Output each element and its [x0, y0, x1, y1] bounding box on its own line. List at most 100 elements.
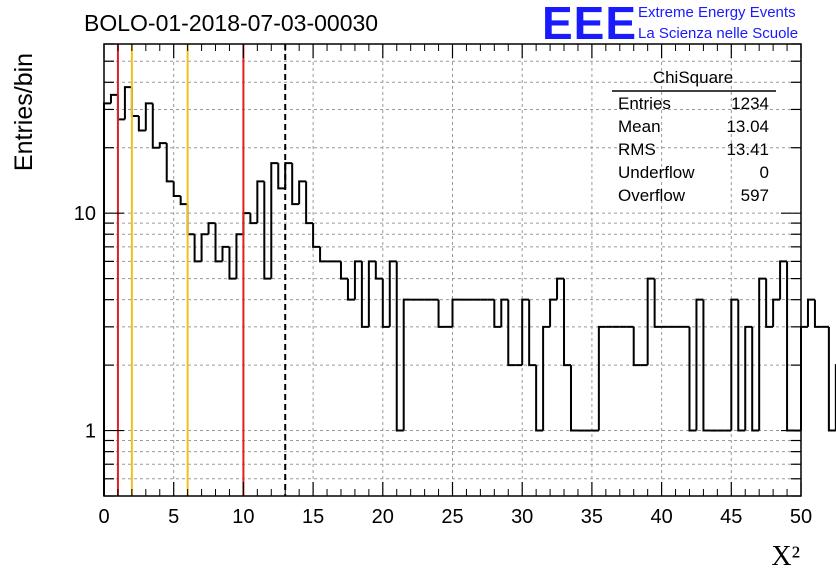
- eee-logo: EEE: [542, 0, 638, 49]
- histogram-bin: [346, 278, 355, 301]
- histogram-bin: [200, 233, 209, 262]
- x-tick-label: 30: [511, 506, 533, 528]
- y-axis-title: Entries/bin: [10, 53, 38, 171]
- stats-label: RMS: [618, 140, 656, 159]
- histogram-bin: [130, 87, 139, 117]
- histogram-bin: [779, 260, 788, 300]
- x-tick-label: 35: [581, 506, 603, 528]
- histogram-bin: [535, 365, 544, 432]
- histogram-bin: [165, 143, 174, 183]
- histogram-bin: [277, 163, 286, 190]
- histogram-bin: [653, 278, 662, 328]
- histogram-bin: [360, 261, 369, 328]
- histogram-bin: [374, 261, 383, 280]
- stats-value: 13.04: [726, 117, 769, 136]
- histogram-bin: [367, 260, 376, 327]
- histogram-bin: [765, 278, 774, 328]
- histogram-bin: [569, 365, 578, 432]
- stats-value: 597: [741, 186, 769, 205]
- stats-label: Underflow: [618, 163, 695, 182]
- x-tick-label: 15: [302, 506, 324, 528]
- histogram-bin: [123, 86, 132, 120]
- histogram-bin: [737, 299, 746, 432]
- histogram-bin: [172, 181, 181, 197]
- histogram-bin: [521, 298, 530, 366]
- histogram-bin: [263, 181, 272, 280]
- histogram-bin: [312, 223, 321, 248]
- histogram-bin: [388, 260, 397, 327]
- histogram-bin: [395, 261, 404, 432]
- histogram-bin: [695, 298, 704, 431]
- histogram-bin: [158, 142, 167, 148]
- x-tick-label: 0: [98, 506, 109, 528]
- histogram-bin: [242, 212, 251, 235]
- histogram-bin: [339, 261, 348, 280]
- histogram-bin: [528, 299, 537, 367]
- histogram-bin: [542, 325, 551, 431]
- histogram-bin: [319, 246, 328, 263]
- histogram-bin: [116, 94, 125, 121]
- x-tick-labels: 0 5 10 15 20 25 30 35 40 45 50: [98, 506, 812, 528]
- histogram-bins: [103, 86, 836, 496]
- histogram-bin: [730, 298, 739, 431]
- x-axis-title: X²: [771, 541, 800, 572]
- histogram-bin: [688, 326, 697, 432]
- histogram-bin: [151, 103, 160, 149]
- histogram-bin: [507, 299, 516, 367]
- x-tick-label: 45: [720, 506, 742, 528]
- histogram-bin: [751, 326, 760, 432]
- histogram-bin: [235, 233, 244, 279]
- histogram-bin: [758, 277, 767, 431]
- histogram-bin: [813, 299, 822, 328]
- stats-title: ChiSquare: [653, 68, 733, 87]
- histogram-bin: [451, 298, 460, 327]
- stats-label: Entries: [618, 94, 671, 113]
- histogram-bin: [353, 260, 362, 300]
- stats-label: Mean: [618, 117, 661, 136]
- x-tick-label: 50: [790, 506, 812, 528]
- histogram-bin: [702, 299, 711, 432]
- y-tick-label: 10: [74, 203, 96, 225]
- stats-box: ChiSquare Entries 1234 Mean 13.04 RMS 13.41 Un…: [612, 68, 776, 205]
- histogram-bin: [291, 163, 300, 206]
- histogram-bin: [744, 325, 753, 431]
- y-tick-labels: 1 10: [74, 203, 96, 442]
- histogram-bin: [137, 115, 146, 132]
- histogram-bin: [284, 162, 293, 189]
- histogram-bin: [249, 213, 258, 225]
- histogram-bin: [806, 298, 815, 327]
- axis-ticks: [103, 43, 802, 497]
- x-tick-label: 20: [372, 506, 394, 528]
- logo-caption-line2: La Scienza nelle Scuole: [638, 25, 799, 42]
- threshold-lines: [116, 44, 287, 496]
- x-tick-label: 25: [441, 506, 463, 528]
- x-tick-label: 40: [650, 506, 672, 528]
- histogram-bin: [228, 246, 237, 280]
- histogram-bin: [549, 298, 558, 327]
- histogram-bin: [186, 204, 195, 236]
- histogram-bin: [179, 195, 188, 206]
- histogram-bin: [772, 298, 781, 327]
- histogram-bin: [207, 222, 216, 235]
- histogram-bin: [646, 277, 655, 366]
- histogram-bin: [786, 261, 795, 432]
- histogram-bin: [270, 162, 279, 279]
- y-tick-label: 1: [85, 421, 96, 443]
- histogram-bin: [144, 102, 153, 131]
- histogram-bin: [556, 277, 565, 300]
- chart-title: BOLO-01-2018-07-03-00030: [84, 10, 379, 36]
- stats-value: 13.41: [726, 140, 769, 159]
- histogram-bin: [109, 93, 118, 104]
- histogram-bin: [256, 180, 265, 224]
- stats-value: 0: [760, 163, 769, 182]
- histogram-bin: [597, 325, 606, 431]
- histogram-bin: [305, 181, 314, 225]
- histogram-bin: [193, 234, 202, 263]
- histogram-bin: [381, 278, 390, 328]
- histogram-bin: [214, 223, 223, 263]
- histogram-bin: [493, 299, 502, 328]
- x-tick-label: 5: [168, 506, 179, 528]
- histogram-bin: [437, 299, 446, 328]
- histogram-bin: [402, 298, 411, 431]
